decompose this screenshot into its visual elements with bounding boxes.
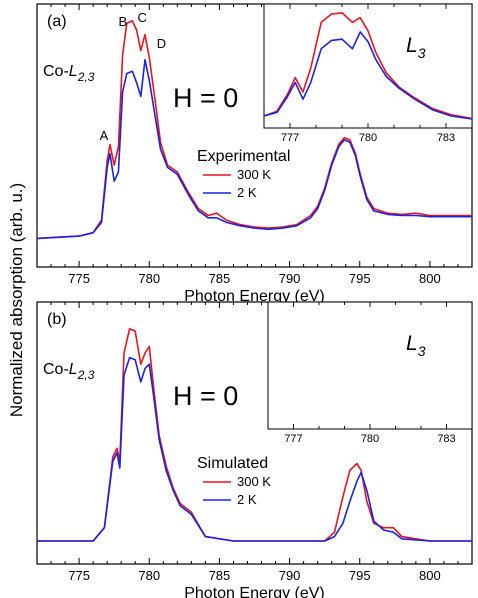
panel-a-frame	[36, 3, 473, 268]
panel-b-frame	[36, 301, 473, 565]
inset-b-x-tick-label: 780	[359, 132, 377, 144]
inset-b-line-2k	[264, 31, 472, 120]
panel-a-species-label: Co-L2,3	[43, 63, 95, 84]
panel-a-x-tick-label: 780	[138, 271, 160, 286]
panel-a-peak-label-c: C	[138, 10, 147, 25]
y-axis-label: Normalized absorption (arb. u.)	[7, 183, 26, 417]
inset-b-title: L3	[406, 332, 426, 359]
panel-a-x-tick-label: 785	[209, 271, 231, 286]
inset-b-x-tick-label: 777	[281, 132, 299, 144]
panel-a-legend-title: Experimental	[197, 148, 290, 165]
panel-b-legend-title: Simulated	[197, 455, 268, 472]
panel-b-legend-label: 300 K	[237, 474, 271, 489]
panel-a-panel-label: (a)	[47, 13, 67, 30]
panel-b-x-tick-label: 790	[279, 568, 301, 583]
panel-a-peak-label-a: A	[100, 128, 109, 143]
inset-b-frame	[263, 3, 473, 129]
panel-a-peak-label-d: D	[157, 36, 166, 51]
panel-a-x-axis-label: Photon Energy (eV)	[184, 288, 325, 305]
panel-b-x-tick-label: 780	[138, 568, 160, 583]
panel-b-x-tick-label: 775	[68, 568, 90, 583]
panel-b-x-tick-label: 800	[419, 568, 441, 583]
panel-a-legend-label: 300 K	[237, 167, 271, 182]
inset-b-x-tick-label: 783	[437, 132, 455, 144]
inset-b-frame	[267, 301, 473, 430]
panel-a-x-tick-label: 790	[279, 271, 301, 286]
panel-a-peak-label-b: B	[118, 14, 127, 29]
panel-a-line-2k	[37, 59, 472, 240]
inset-b-title: L3	[406, 34, 426, 61]
panel-a-legend-label: 2 K	[237, 185, 257, 200]
panel-b-x-axis-label: Photon Energy (eV)	[184, 585, 325, 598]
panel-b-legend-label: 2 K	[237, 492, 257, 507]
panel-b-x-tick-label: 785	[209, 568, 231, 583]
panel-a-x-tick-label: 775	[68, 271, 90, 286]
panel-b-species-label: Co-L2,3	[43, 361, 95, 382]
panel-a-field-label: H = 0	[173, 83, 238, 113]
inset-b-x-tick-label: 783	[437, 433, 455, 445]
panel-b-line-2k	[37, 356, 472, 542]
inset-b-x-tick-label: 777	[284, 433, 302, 445]
panel-a-x-tick-label: 795	[349, 271, 371, 286]
panel-b-field-label: H = 0	[173, 381, 238, 411]
panel-b-panel-label: (b)	[47, 311, 67, 328]
inset-b-line-300k	[264, 12, 472, 120]
panel-a-x-tick-label: 800	[419, 271, 441, 286]
inset-b-x-tick-label: 780	[361, 433, 379, 445]
panel-b-x-tick-label: 795	[349, 568, 371, 583]
